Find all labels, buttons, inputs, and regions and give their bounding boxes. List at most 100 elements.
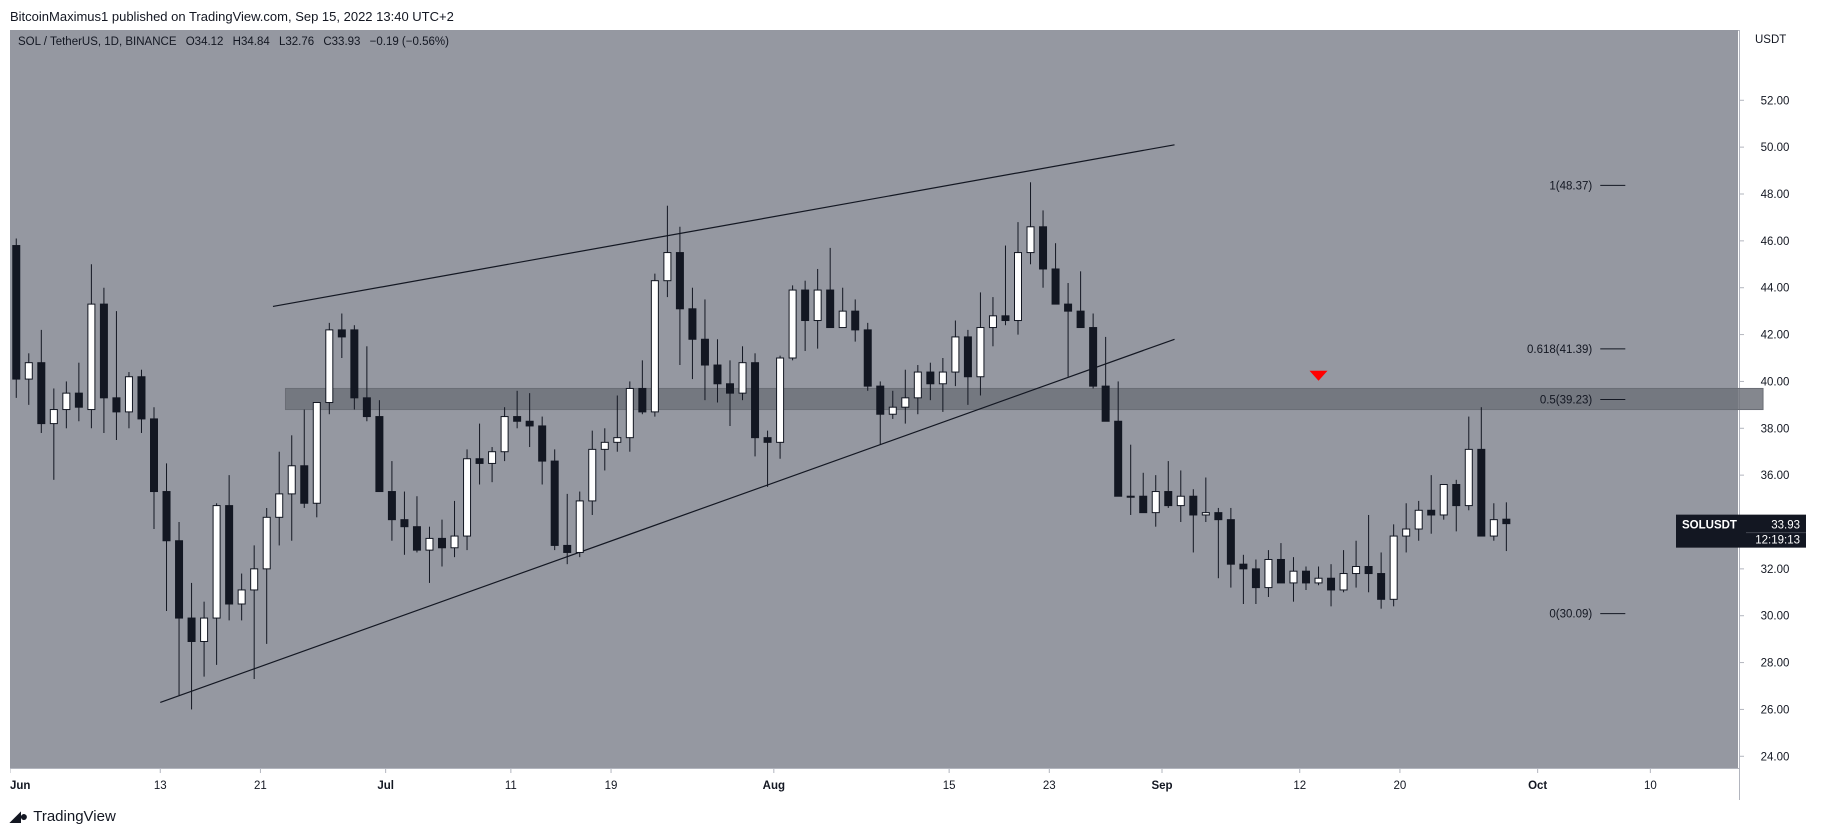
candle-body bbox=[1251, 568, 1260, 589]
candle-body bbox=[913, 371, 922, 399]
time-axis-background[interactable] bbox=[10, 769, 1740, 800]
high-value: 34.84 bbox=[241, 36, 270, 48]
candle-body bbox=[175, 540, 184, 619]
candle bbox=[1251, 559, 1260, 604]
price-tick-label: 42.00 bbox=[1761, 330, 1790, 342]
candle bbox=[550, 449, 559, 551]
candle-body bbox=[751, 362, 760, 439]
candle bbox=[337, 313, 346, 358]
candle-body bbox=[162, 491, 171, 542]
candle-body bbox=[801, 289, 810, 322]
candle bbox=[1076, 271, 1085, 329]
candle-body bbox=[124, 376, 133, 413]
candle-body bbox=[738, 362, 747, 394]
candle-body bbox=[375, 416, 384, 493]
candle-body bbox=[513, 416, 522, 422]
symbol-legend[interactable]: SOL / TetherUS, 1D, BINANCE O34.12 H34.8… bbox=[18, 36, 449, 48]
candle bbox=[988, 297, 997, 347]
candle bbox=[237, 573, 246, 621]
candle-body bbox=[976, 327, 985, 378]
open-label: O bbox=[186, 36, 195, 48]
last-price-box bbox=[1676, 514, 1806, 548]
candle-body bbox=[1089, 327, 1098, 387]
candle-body bbox=[1289, 570, 1298, 584]
candle bbox=[700, 299, 709, 401]
candle bbox=[1001, 245, 1010, 326]
candle-body bbox=[863, 329, 872, 387]
candle bbox=[863, 322, 872, 391]
candle bbox=[187, 582, 196, 710]
candle-body bbox=[1339, 573, 1348, 591]
candle-body bbox=[387, 491, 396, 521]
candle-body bbox=[99, 303, 108, 399]
candle-body bbox=[187, 617, 196, 642]
candle-body bbox=[1489, 519, 1498, 537]
candle bbox=[425, 526, 434, 583]
candle-body bbox=[938, 371, 947, 385]
candle bbox=[1014, 222, 1022, 335]
candle-body bbox=[1114, 420, 1123, 497]
candle-body bbox=[1026, 226, 1035, 254]
candle bbox=[200, 601, 209, 677]
time-tick-label: 13 bbox=[154, 780, 167, 792]
candle-body bbox=[475, 458, 484, 464]
candle-body bbox=[350, 329, 359, 399]
candle-body bbox=[1502, 518, 1511, 525]
candle-body bbox=[1477, 448, 1486, 537]
candle-body bbox=[1239, 563, 1248, 570]
candle bbox=[976, 292, 985, 396]
price-axis-unit: USDT bbox=[1755, 34, 1786, 46]
candle-body bbox=[87, 303, 96, 411]
high-label: H bbox=[233, 36, 241, 48]
footer-brand[interactable]: ◢● TradingView bbox=[10, 808, 116, 825]
low-value: 32.76 bbox=[285, 36, 314, 48]
marker-layer bbox=[1309, 370, 1328, 381]
candle bbox=[1439, 484, 1448, 520]
candle bbox=[625, 381, 634, 452]
candle-body bbox=[776, 357, 785, 443]
candle-body bbox=[625, 387, 634, 439]
candle-body bbox=[212, 505, 221, 619]
candle bbox=[525, 393, 534, 448]
price-axis-background[interactable] bbox=[1740, 30, 1811, 800]
candle-body bbox=[137, 376, 146, 420]
candle bbox=[62, 381, 71, 429]
candle-body bbox=[450, 535, 459, 549]
time-tick-label: 15 bbox=[943, 780, 956, 792]
candle-body bbox=[1201, 512, 1210, 516]
candle bbox=[1026, 182, 1035, 265]
candle-body bbox=[500, 416, 509, 453]
candle-body bbox=[275, 493, 284, 518]
candle bbox=[287, 435, 296, 541]
candle bbox=[362, 346, 371, 422]
candle-body bbox=[1264, 558, 1273, 589]
candle bbox=[312, 402, 321, 518]
candle bbox=[751, 353, 760, 457]
candle-body bbox=[1402, 528, 1411, 537]
candle bbox=[24, 353, 33, 405]
candle bbox=[776, 355, 785, 459]
candlestick-chart[interactable]: 1(48.37) 0.618(41.39) 0.5(39.23) 0(30.09) 2… bbox=[10, 30, 1811, 800]
candle-body bbox=[1276, 558, 1285, 584]
candle-body bbox=[663, 252, 672, 282]
close-value: 33.93 bbox=[332, 36, 361, 48]
candle-body bbox=[1377, 573, 1386, 600]
candle-body bbox=[1327, 577, 1336, 591]
candle-body bbox=[24, 362, 33, 380]
candle bbox=[926, 362, 935, 401]
fib-level-label: 1(48.37) bbox=[1549, 180, 1592, 192]
candle-body bbox=[62, 392, 71, 411]
candle bbox=[74, 362, 83, 422]
candle bbox=[663, 205, 672, 298]
candle-body bbox=[150, 418, 158, 493]
price-tick-label: 28.00 bbox=[1761, 658, 1790, 670]
last-price-value: 33.93 bbox=[1771, 520, 1800, 532]
countdown-value: 12:19:13 bbox=[1755, 535, 1800, 547]
candle bbox=[1176, 470, 1185, 522]
candle bbox=[1201, 477, 1210, 522]
candle-body bbox=[650, 280, 659, 413]
candle bbox=[1239, 554, 1248, 604]
candle bbox=[575, 491, 584, 558]
fibonacci-layer: 1(48.37) 0.618(41.39) 0.5(39.23) 0(30.09) bbox=[1527, 180, 1626, 621]
candle bbox=[1189, 489, 1198, 553]
